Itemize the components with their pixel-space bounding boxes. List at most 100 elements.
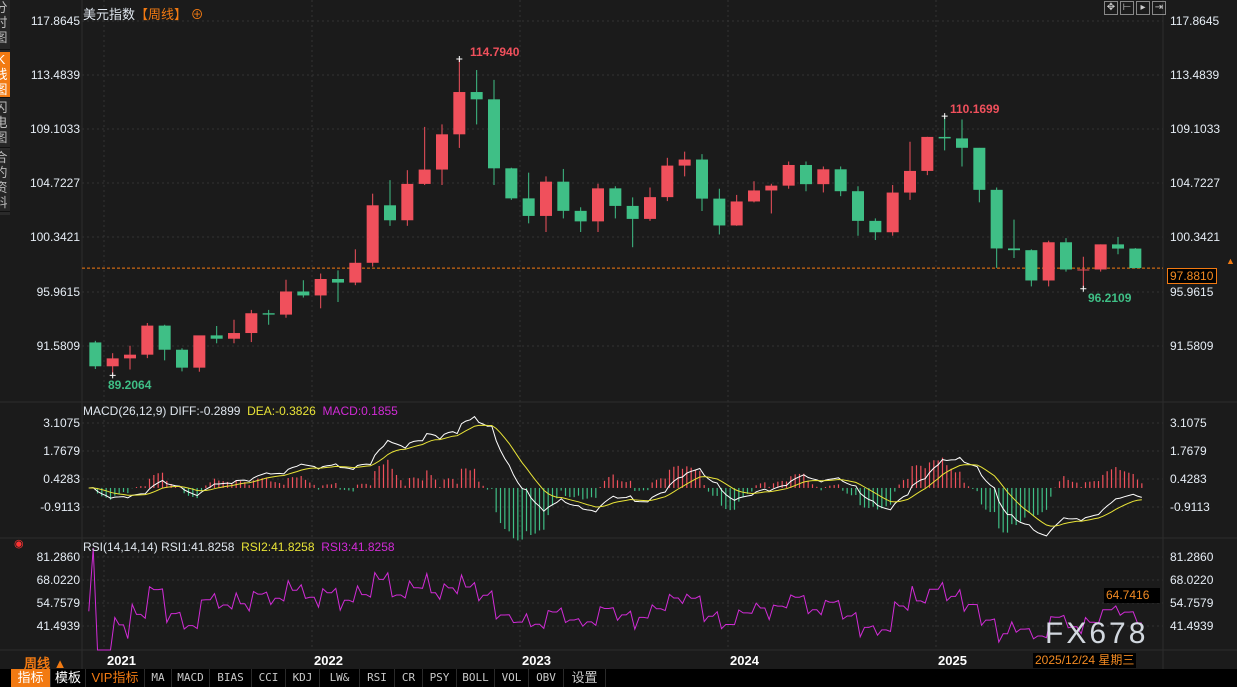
- toolbar-button-13[interactable]: VOL: [495, 669, 529, 687]
- period-label: 【周线】: [135, 7, 188, 22]
- extreme-marker: [456, 56, 463, 63]
- shift-right-icon[interactable]: ⇥: [1152, 1, 1166, 15]
- indicator-settings-icon[interactable]: ◉: [14, 538, 24, 550]
- price-tick-right: 117.8645: [1170, 14, 1220, 28]
- candle-body: [1060, 242, 1072, 270]
- rsi1-value: RSI1:41.8258: [161, 540, 235, 554]
- macd-hist-value: MACD:0.1855: [322, 404, 398, 418]
- extreme-marker: [1080, 285, 1087, 292]
- candle-body: [696, 159, 708, 199]
- rsi-tick-left: 54.7579: [36, 596, 80, 610]
- toolbar-button-14[interactable]: OBV: [529, 669, 564, 687]
- macd-tick-right: 0.4283: [1170, 472, 1207, 486]
- candle-body: [470, 92, 483, 100]
- zoom-range-icon[interactable]: ⊢: [1120, 1, 1134, 15]
- sidebar-tab-contract-info[interactable]: 合约资料: [0, 150, 10, 212]
- macd-tick-left: 0.4283: [43, 472, 80, 486]
- instrument-name: 美元指数: [83, 7, 136, 22]
- period-selector[interactable]: 周线 ▲: [24, 656, 67, 671]
- candle-body: [280, 291, 292, 315]
- year-label: 2021: [107, 653, 136, 668]
- candle-body: [592, 188, 604, 222]
- annotation-low-2025: 96.2109: [1088, 291, 1132, 305]
- candle-body: [89, 342, 102, 367]
- toolbar-button-10[interactable]: CR: [395, 669, 423, 687]
- candle-body: [782, 164, 795, 186]
- candle-body: [453, 92, 466, 135]
- play-range-icon[interactable]: ▸: [1136, 1, 1150, 15]
- candle-body: [349, 262, 362, 283]
- toolbar-button-4[interactable]: MACD: [172, 669, 210, 687]
- sidebar-tab-flash[interactable]: 闪电图: [0, 100, 10, 148]
- candle-body: [644, 197, 656, 219]
- toolbar-button-11[interactable]: PSY: [423, 669, 457, 687]
- macd-tick-left: 1.7679: [43, 444, 80, 458]
- macd-diff-line: [88, 415, 1142, 537]
- rsi-tick-left: 41.4939: [36, 619, 80, 633]
- indicator-toolbar: 指标 模板 VIP指标 MA MACD BIAS CCI KDJ LW& RSI CR PSY BOLL…: [0, 669, 1237, 687]
- candle-body: [176, 349, 188, 368]
- toolbar-button-15[interactable]: 设置: [564, 669, 606, 687]
- toolbar-button-3[interactable]: MA: [145, 669, 172, 687]
- candle-body: [678, 159, 691, 166]
- rsi-tick-left: 68.0220: [36, 573, 80, 587]
- candle-body: [973, 147, 986, 190]
- sidebar-tab-timeshare[interactable]: 分时图: [0, 0, 10, 50]
- candle-body: [1094, 244, 1107, 270]
- scroll-up-icon[interactable]: ▲: [1226, 256, 1235, 266]
- chart-canvas[interactable]: [0, 0, 1237, 669]
- extreme-marker: [109, 372, 116, 379]
- crosshair-circle-icon[interactable]: ⊕: [190, 7, 204, 22]
- price-tick-left: 113.4839: [30, 68, 80, 82]
- rsi-tick-left: 81.2860: [36, 550, 80, 564]
- candle-body: [886, 192, 899, 233]
- toolbar-button-0[interactable]: 指标: [11, 669, 51, 687]
- price-tick-left: 104.7227: [29, 176, 80, 190]
- candle-body: [574, 210, 587, 222]
- candle-body: [228, 333, 240, 339]
- candle-body: [730, 201, 743, 226]
- toolbar-button-9[interactable]: RSI: [360, 669, 395, 687]
- candle-body: [1129, 248, 1142, 269]
- candle-body: [938, 136, 951, 139]
- toolbar-button-7[interactable]: KDJ: [286, 669, 320, 687]
- toolbar-button-1[interactable]: 模板: [51, 669, 86, 687]
- candle-body: [800, 164, 812, 185]
- sidebar-tab-kline[interactable]: K线图: [0, 52, 10, 98]
- candle-body: [332, 278, 344, 283]
- price-tick-right: 104.7227: [1170, 176, 1221, 190]
- macd-tick-left: -0.9113: [40, 500, 80, 514]
- annotation-high-2025: 110.1699: [950, 102, 1000, 116]
- candle-body: [1025, 250, 1038, 281]
- candle-body: [245, 313, 258, 334]
- toolbar-button-6[interactable]: CCI: [252, 669, 286, 687]
- candle-body: [817, 169, 830, 185]
- price-tick-left: 100.3421: [29, 230, 80, 244]
- watermark-logo: FX678: [1045, 617, 1149, 650]
- rsi-line: [88, 547, 1142, 651]
- macd-dea-value: DEA:-0.3826: [247, 404, 316, 418]
- macd-params: MACD(26,12,9): [83, 404, 167, 418]
- candle-body: [1077, 269, 1090, 271]
- last-price-badge: 97.8810: [1167, 268, 1217, 284]
- price-tick-right: 109.1033: [1170, 122, 1221, 136]
- toolbar-button-8[interactable]: LW&: [320, 669, 360, 687]
- candle-body: [384, 205, 396, 221]
- year-label: 2024: [730, 653, 759, 668]
- rsi3-value: RSI3:41.8258: [321, 540, 395, 554]
- candle-body: [418, 169, 431, 184]
- macd-tick-left: 3.1075: [43, 416, 80, 430]
- candle-body: [765, 185, 778, 191]
- move-crosshair-icon[interactable]: ✥: [1104, 1, 1118, 15]
- toolbar-button-2[interactable]: VIP指标: [86, 669, 145, 687]
- rsi-tick-right: 81.2860: [1170, 550, 1214, 564]
- rsi-header: RSI(14,14,14) RSI1:41.8258 RSI2:41.8258 …: [83, 540, 395, 554]
- cursor-date: 2025/12/24 星期三: [1033, 653, 1137, 668]
- macd-tick-right: 1.7679: [1170, 444, 1207, 458]
- candle-body: [1042, 242, 1055, 281]
- candle-body: [852, 191, 864, 221]
- candle-body: [1008, 248, 1020, 251]
- toolbar-button-12[interactable]: BOLL: [457, 669, 495, 687]
- candle-body: [834, 169, 847, 192]
- toolbar-button-5[interactable]: BIAS: [210, 669, 252, 687]
